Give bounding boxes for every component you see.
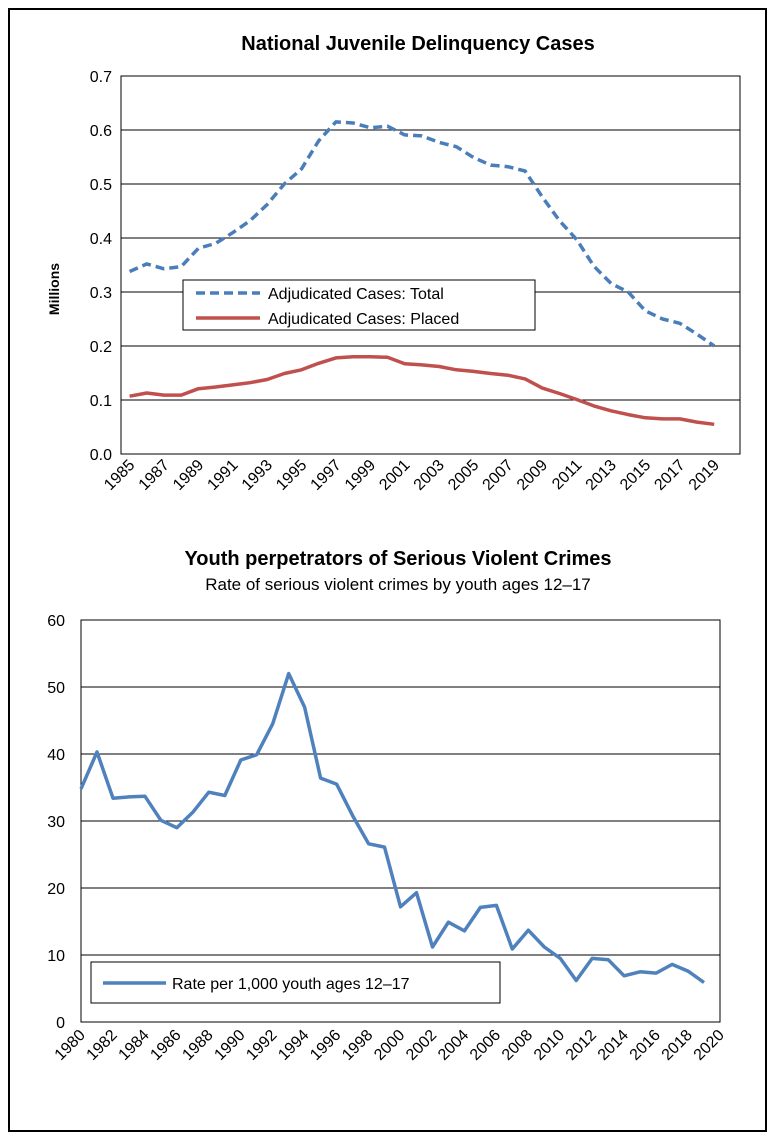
chart1-x-tick-label: 2001 xyxy=(376,457,413,494)
chart2-x-tick-label: 2006 xyxy=(467,1027,504,1064)
chart2-y-tick-label: 30 xyxy=(47,814,65,831)
chart1-x-tick-label: 1993 xyxy=(239,457,276,494)
chart1-y-tick-label: 0.7 xyxy=(90,69,112,86)
chart2-y-tick-label: 10 xyxy=(47,948,65,965)
chart2-x-tick-label: 1982 xyxy=(84,1027,121,1064)
chart1-y-tick-label: 0.5 xyxy=(90,177,112,194)
chart1-y-ticks: 0.0 0.1 0.2 0.3 0.4 0.5 0.6 0.7 xyxy=(90,69,112,464)
chart1-x-tick-label: 2017 xyxy=(651,457,688,494)
chart1-y-tick-label: 0.6 xyxy=(90,123,112,140)
chart1-x-tick-label: 2009 xyxy=(514,457,551,494)
chart2-x-ticks: 1980198219841986198819901992199419961998… xyxy=(52,1027,728,1064)
legend-label-total: Adjudicated Cases: Total xyxy=(268,286,444,303)
chart2-subtitle: Rate of serious violent crimes by youth … xyxy=(205,575,591,594)
chart1-series xyxy=(128,120,716,427)
chart2-x-tick-label: 2014 xyxy=(595,1027,632,1064)
chart2-y-tick-label: 20 xyxy=(47,881,65,898)
chart1-legend: Adjudicated Cases: Total Adjudicated Cas… xyxy=(182,279,536,331)
chart2-x-tick-label: 1992 xyxy=(243,1027,280,1064)
chart-juvenile-delinquency: National Juvenile Delinquency Cases 0.00… xyxy=(46,33,741,494)
chart2-x-tick-label: 1994 xyxy=(275,1027,312,1064)
chart1-y-tick-label: 0.2 xyxy=(90,339,112,356)
chart1-x-tick-label: 2007 xyxy=(480,457,517,494)
chart1-y-tick-label: 0.0 xyxy=(90,447,112,464)
chart1-y-tick-label: 0.1 xyxy=(90,393,112,410)
chart1-x-tick-label: 2005 xyxy=(445,457,482,494)
chart1-plot-area xyxy=(120,75,741,455)
chart1-y-tick-label: 0.3 xyxy=(90,285,112,302)
chart2-x-tick-label: 2002 xyxy=(403,1027,440,1064)
legend-label-rate: Rate per 1,000 youth ages 12–17 xyxy=(172,976,410,993)
chart2-x-tick-label: 2020 xyxy=(691,1027,728,1064)
chart1-x-tick-label: 1987 xyxy=(136,457,173,494)
chart2-legend: Rate per 1,000 youth ages 12–17 xyxy=(90,961,501,1004)
figure-frame xyxy=(8,8,767,1132)
chart2-series xyxy=(79,671,706,984)
chart2-gridlines xyxy=(81,686,720,956)
chart1-x-tick-label: 1989 xyxy=(170,457,207,494)
chart1-x-tick-label: 2019 xyxy=(686,457,723,494)
chart2-x-tick-label: 1988 xyxy=(179,1027,216,1064)
chart2-x-tick-label: 2018 xyxy=(659,1027,696,1064)
chart2-x-tick-label: 1986 xyxy=(147,1027,184,1064)
chart2-x-tick-label: 2012 xyxy=(563,1027,600,1064)
chart2-x-tick-label: 1990 xyxy=(211,1027,248,1064)
chart2-x-tick-label: 2004 xyxy=(435,1027,472,1064)
chart2-x-tick-label: 1980 xyxy=(52,1027,89,1064)
chart2-y-ticks: 0 10 20 30 40 50 60 xyxy=(47,613,65,1032)
legend-label-placed: Adjudicated Cases: Placed xyxy=(268,311,459,328)
chart2-x-tick-label: 2008 xyxy=(499,1027,536,1064)
chart2-plot-area xyxy=(80,619,721,1023)
chart2-y-tick-label: 60 xyxy=(47,613,65,630)
chart1-x-ticks: 1985198719891991199319951997199920012003… xyxy=(101,457,723,494)
chart1-x-tick-label: 1995 xyxy=(273,457,310,494)
chart1-legend-box xyxy=(182,279,536,331)
chart2-x-tick-label: 1996 xyxy=(307,1027,344,1064)
chart1-x-tick-label: 1991 xyxy=(204,457,241,494)
chart-youth-violent-crimes: Youth perpetrators of Serious Violent Cr… xyxy=(47,548,728,1064)
chart1-title: National Juvenile Delinquency Cases xyxy=(241,33,594,55)
chart2-x-tick-label: 1998 xyxy=(339,1027,376,1064)
chart2-x-tick-label: 2000 xyxy=(371,1027,408,1064)
chart1-x-tick-label: 2003 xyxy=(411,457,448,494)
chart1-x-tick-label: 1999 xyxy=(342,457,379,494)
chart1-x-tick-label: 1997 xyxy=(308,457,345,494)
series-line-adjudicated-placed xyxy=(129,355,715,427)
chart2-y-tick-label: 40 xyxy=(47,747,65,764)
chart2-y-tick-label: 0 xyxy=(56,1015,65,1032)
chart2-x-tick-label: 1984 xyxy=(116,1027,153,1064)
chart2-x-tick-label: 2010 xyxy=(531,1027,568,1064)
chart1-x-tick-label: 2011 xyxy=(549,457,585,493)
chart2-x-tick-label: 2016 xyxy=(627,1027,664,1064)
chart1-x-tick-label: 2013 xyxy=(583,457,620,494)
chart2-y-tick-label: 50 xyxy=(47,680,65,697)
chart1-y-axis-label: Millions xyxy=(46,263,62,315)
chart1-y-tick-label: 0.4 xyxy=(90,231,112,248)
chart2-title: Youth perpetrators of Serious Violent Cr… xyxy=(184,548,611,570)
chart1-gridlines xyxy=(121,129,740,401)
series-line-rate-per-1000 xyxy=(79,671,706,984)
series-line-adjudicated-total xyxy=(128,120,716,348)
chart1-x-tick-label: 2015 xyxy=(617,457,654,494)
